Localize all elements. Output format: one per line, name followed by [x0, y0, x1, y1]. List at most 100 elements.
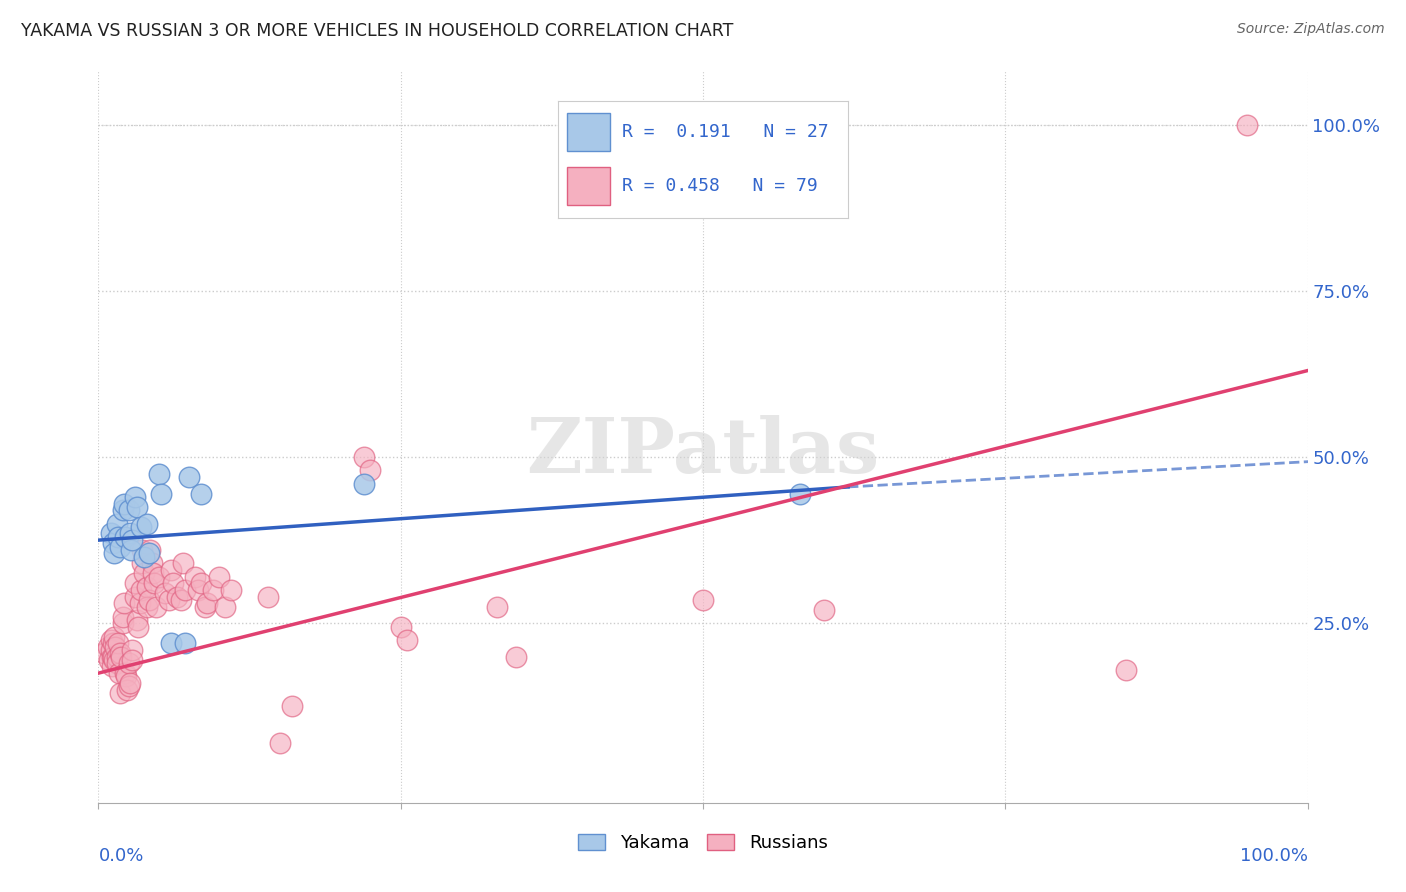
Point [789, 486, 811, 500]
Point [105, 516, 128, 531]
Point [190, 486, 212, 500]
Point [269, 736, 291, 750]
Point [111, 503, 134, 517]
Point [103, 546, 125, 560]
Point [101, 536, 124, 550]
Point [131, 557, 153, 571]
Point [195, 596, 218, 610]
Point [813, 603, 835, 617]
Text: 0.0%: 0.0% [98, 847, 143, 864]
Point [148, 570, 170, 584]
Point [160, 563, 183, 577]
Point [166, 590, 188, 604]
Point [112, 596, 135, 610]
Point [389, 619, 412, 633]
Point [160, 636, 183, 650]
Point [148, 467, 170, 481]
Point [112, 497, 135, 511]
Point [100, 643, 122, 657]
Point [127, 613, 149, 627]
Point [100, 526, 122, 541]
Point [118, 656, 141, 670]
Point [142, 566, 165, 581]
Point [190, 576, 212, 591]
Point [124, 590, 146, 604]
Point [174, 582, 197, 597]
Point [118, 676, 141, 690]
Point [202, 582, 225, 597]
Point [104, 640, 127, 654]
Point [114, 530, 136, 544]
Point [360, 463, 382, 477]
Point [281, 699, 304, 714]
Point [162, 576, 184, 591]
Point [108, 646, 131, 660]
Point [129, 520, 152, 534]
Point [115, 669, 138, 683]
Point [105, 649, 128, 664]
Point [129, 582, 152, 597]
Point [98, 653, 121, 667]
Point [174, 636, 197, 650]
Point [118, 680, 141, 694]
Point [105, 656, 128, 670]
Point [353, 476, 375, 491]
Point [138, 546, 160, 560]
Point [131, 543, 153, 558]
Point [187, 582, 209, 597]
Point [505, 649, 527, 664]
Text: YAKAMA VS RUSSIAN 3 OR MORE VEHICLES IN HOUSEHOLD CORRELATION CHART: YAKAMA VS RUSSIAN 3 OR MORE VEHICLES IN … [21, 22, 734, 40]
Point [100, 659, 122, 673]
Point [221, 582, 243, 597]
Point [141, 557, 163, 571]
Point [1236, 118, 1258, 132]
Point [107, 636, 129, 650]
Point [138, 593, 160, 607]
Point [214, 599, 236, 614]
Point [157, 593, 180, 607]
Point [110, 649, 132, 664]
Point [101, 649, 124, 664]
Point [121, 533, 143, 548]
Point [93, 646, 115, 660]
Point [179, 470, 201, 484]
Point [124, 576, 146, 591]
Point [139, 543, 162, 558]
Point [124, 490, 146, 504]
Point [135, 580, 157, 594]
Point [100, 632, 122, 647]
Point [108, 666, 131, 681]
Point [256, 590, 278, 604]
Point [143, 576, 166, 591]
Point [120, 543, 142, 558]
Point [127, 619, 149, 633]
Text: 100.0%: 100.0% [1240, 847, 1308, 864]
Point [97, 640, 120, 654]
Point [103, 653, 125, 667]
Point [135, 516, 157, 531]
Point [150, 486, 173, 500]
Point [108, 686, 131, 700]
Point [127, 500, 149, 514]
Point [107, 530, 129, 544]
Point [353, 450, 375, 464]
Text: ZIPatlas: ZIPatlas [526, 415, 880, 489]
Point [121, 643, 143, 657]
Point [145, 599, 167, 614]
Point [121, 653, 143, 667]
Point [153, 586, 176, 600]
Point [486, 599, 509, 614]
Text: Source: ZipAtlas.com: Source: ZipAtlas.com [1237, 22, 1385, 37]
Point [128, 596, 150, 610]
Legend: Yakama, Russians: Yakama, Russians [571, 827, 835, 860]
Point [208, 570, 231, 584]
Point [169, 593, 191, 607]
Point [101, 636, 124, 650]
Point [100, 649, 122, 664]
Point [118, 503, 141, 517]
Point [692, 593, 714, 607]
Point [172, 557, 194, 571]
Point [135, 599, 157, 614]
Point [108, 540, 131, 554]
Point [111, 616, 134, 631]
